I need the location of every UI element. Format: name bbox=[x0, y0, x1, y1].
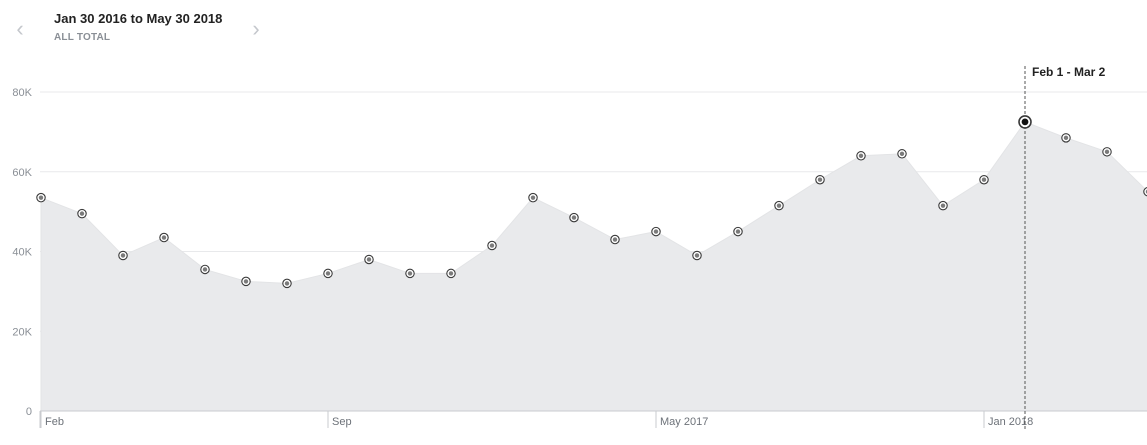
data-point-dot-20 bbox=[858, 153, 864, 158]
series-subtitle: ALL TOTAL bbox=[54, 32, 111, 43]
data-point-7[interactable] bbox=[323, 268, 333, 279]
chevron-left-icon[interactable]: ‹ bbox=[16, 16, 24, 41]
x-axis: Feb Sep May 2017 Jan 2018 bbox=[39, 410, 1147, 428]
data-point-dot-0 bbox=[38, 195, 44, 200]
period-marker-label: Feb 1 - Mar 2 bbox=[1032, 65, 1106, 79]
chevron-right-icon[interactable]: › bbox=[252, 16, 260, 41]
data-point-dot-15 bbox=[653, 229, 659, 234]
data-point-dot-18 bbox=[776, 203, 782, 208]
data-point-18[interactable] bbox=[774, 200, 784, 211]
date-range-title: Jan 30 2016 to May 30 2018 bbox=[54, 11, 223, 26]
data-point-10[interactable] bbox=[446, 268, 456, 279]
data-points bbox=[36, 115, 1147, 289]
data-point-8[interactable] bbox=[364, 254, 374, 265]
data-point-dot-16 bbox=[694, 253, 700, 258]
data-point-23[interactable] bbox=[979, 174, 989, 185]
data-point-dot-5 bbox=[243, 279, 249, 284]
data-point-dot-26 bbox=[1104, 149, 1110, 155]
data-point-dot-23 bbox=[981, 177, 987, 182]
data-point-dot-14 bbox=[612, 237, 618, 242]
data-point-dot-4 bbox=[202, 267, 208, 272]
data-point-dot-6 bbox=[284, 281, 290, 286]
x-tick-label-3: Jan 2018 bbox=[988, 416, 1033, 428]
y-tick-label-3: 60K bbox=[12, 167, 32, 179]
data-point-dot-7 bbox=[325, 271, 331, 276]
data-point-5[interactable] bbox=[241, 276, 251, 287]
data-point-dot-25 bbox=[1063, 135, 1069, 141]
y-tick-label-1: 20K bbox=[12, 326, 32, 338]
x-tick-label-2: May 2017 bbox=[660, 416, 708, 428]
data-point-dot-2 bbox=[120, 253, 126, 258]
data-point-19[interactable] bbox=[815, 174, 825, 185]
data-point-dot-24 bbox=[1021, 118, 1029, 126]
data-point-24[interactable] bbox=[1018, 115, 1032, 129]
y-tick-label-2: 40K bbox=[12, 247, 32, 259]
data-point-dot-21 bbox=[899, 151, 905, 157]
data-point-21[interactable] bbox=[897, 149, 907, 159]
data-point-2[interactable] bbox=[118, 250, 128, 261]
data-point-11[interactable] bbox=[487, 240, 497, 251]
data-point-3[interactable] bbox=[159, 232, 169, 243]
data-point-17[interactable] bbox=[733, 226, 743, 237]
chart-header: ‹ Jan 30 2016 to May 30 2018 ALL TOTAL › bbox=[0, 0, 300, 60]
data-point-14[interactable] bbox=[610, 234, 620, 245]
data-point-13[interactable] bbox=[569, 212, 579, 223]
data-point-dot-13 bbox=[571, 215, 577, 220]
data-point-1[interactable] bbox=[77, 208, 87, 219]
data-point-4[interactable] bbox=[200, 264, 210, 275]
data-point-0[interactable] bbox=[36, 192, 46, 203]
data-point-9[interactable] bbox=[405, 268, 415, 279]
data-point-dot-12 bbox=[530, 195, 536, 200]
data-point-dot-9 bbox=[407, 271, 413, 276]
y-axis-ticks: 0 20K 40K 60K 80K bbox=[12, 87, 32, 418]
x-tick-label-1: Sep bbox=[332, 416, 352, 428]
data-point-dot-17 bbox=[735, 229, 741, 234]
data-point-12[interactable] bbox=[528, 192, 538, 203]
data-point-6[interactable] bbox=[282, 278, 292, 289]
data-point-20[interactable] bbox=[856, 151, 866, 161]
x-tick-label-0: Feb bbox=[45, 416, 64, 428]
data-point-22[interactable] bbox=[938, 200, 948, 211]
data-point-dot-3 bbox=[161, 235, 167, 240]
data-point-16[interactable] bbox=[692, 250, 702, 261]
data-point-25[interactable] bbox=[1061, 133, 1071, 143]
data-point-dot-8 bbox=[366, 257, 372, 262]
data-point-dot-1 bbox=[79, 211, 85, 216]
data-point-dot-11 bbox=[489, 243, 495, 248]
data-point-26[interactable] bbox=[1102, 147, 1112, 157]
y-tick-label-4: 80K bbox=[12, 87, 32, 99]
data-point-dot-22 bbox=[940, 203, 946, 208]
data-point-15[interactable] bbox=[651, 226, 661, 237]
data-point-dot-10 bbox=[448, 271, 454, 276]
data-point-ring-27 bbox=[1143, 187, 1147, 197]
data-point-dot-19 bbox=[817, 177, 823, 182]
y-tick-label-0: 0 bbox=[26, 406, 32, 418]
